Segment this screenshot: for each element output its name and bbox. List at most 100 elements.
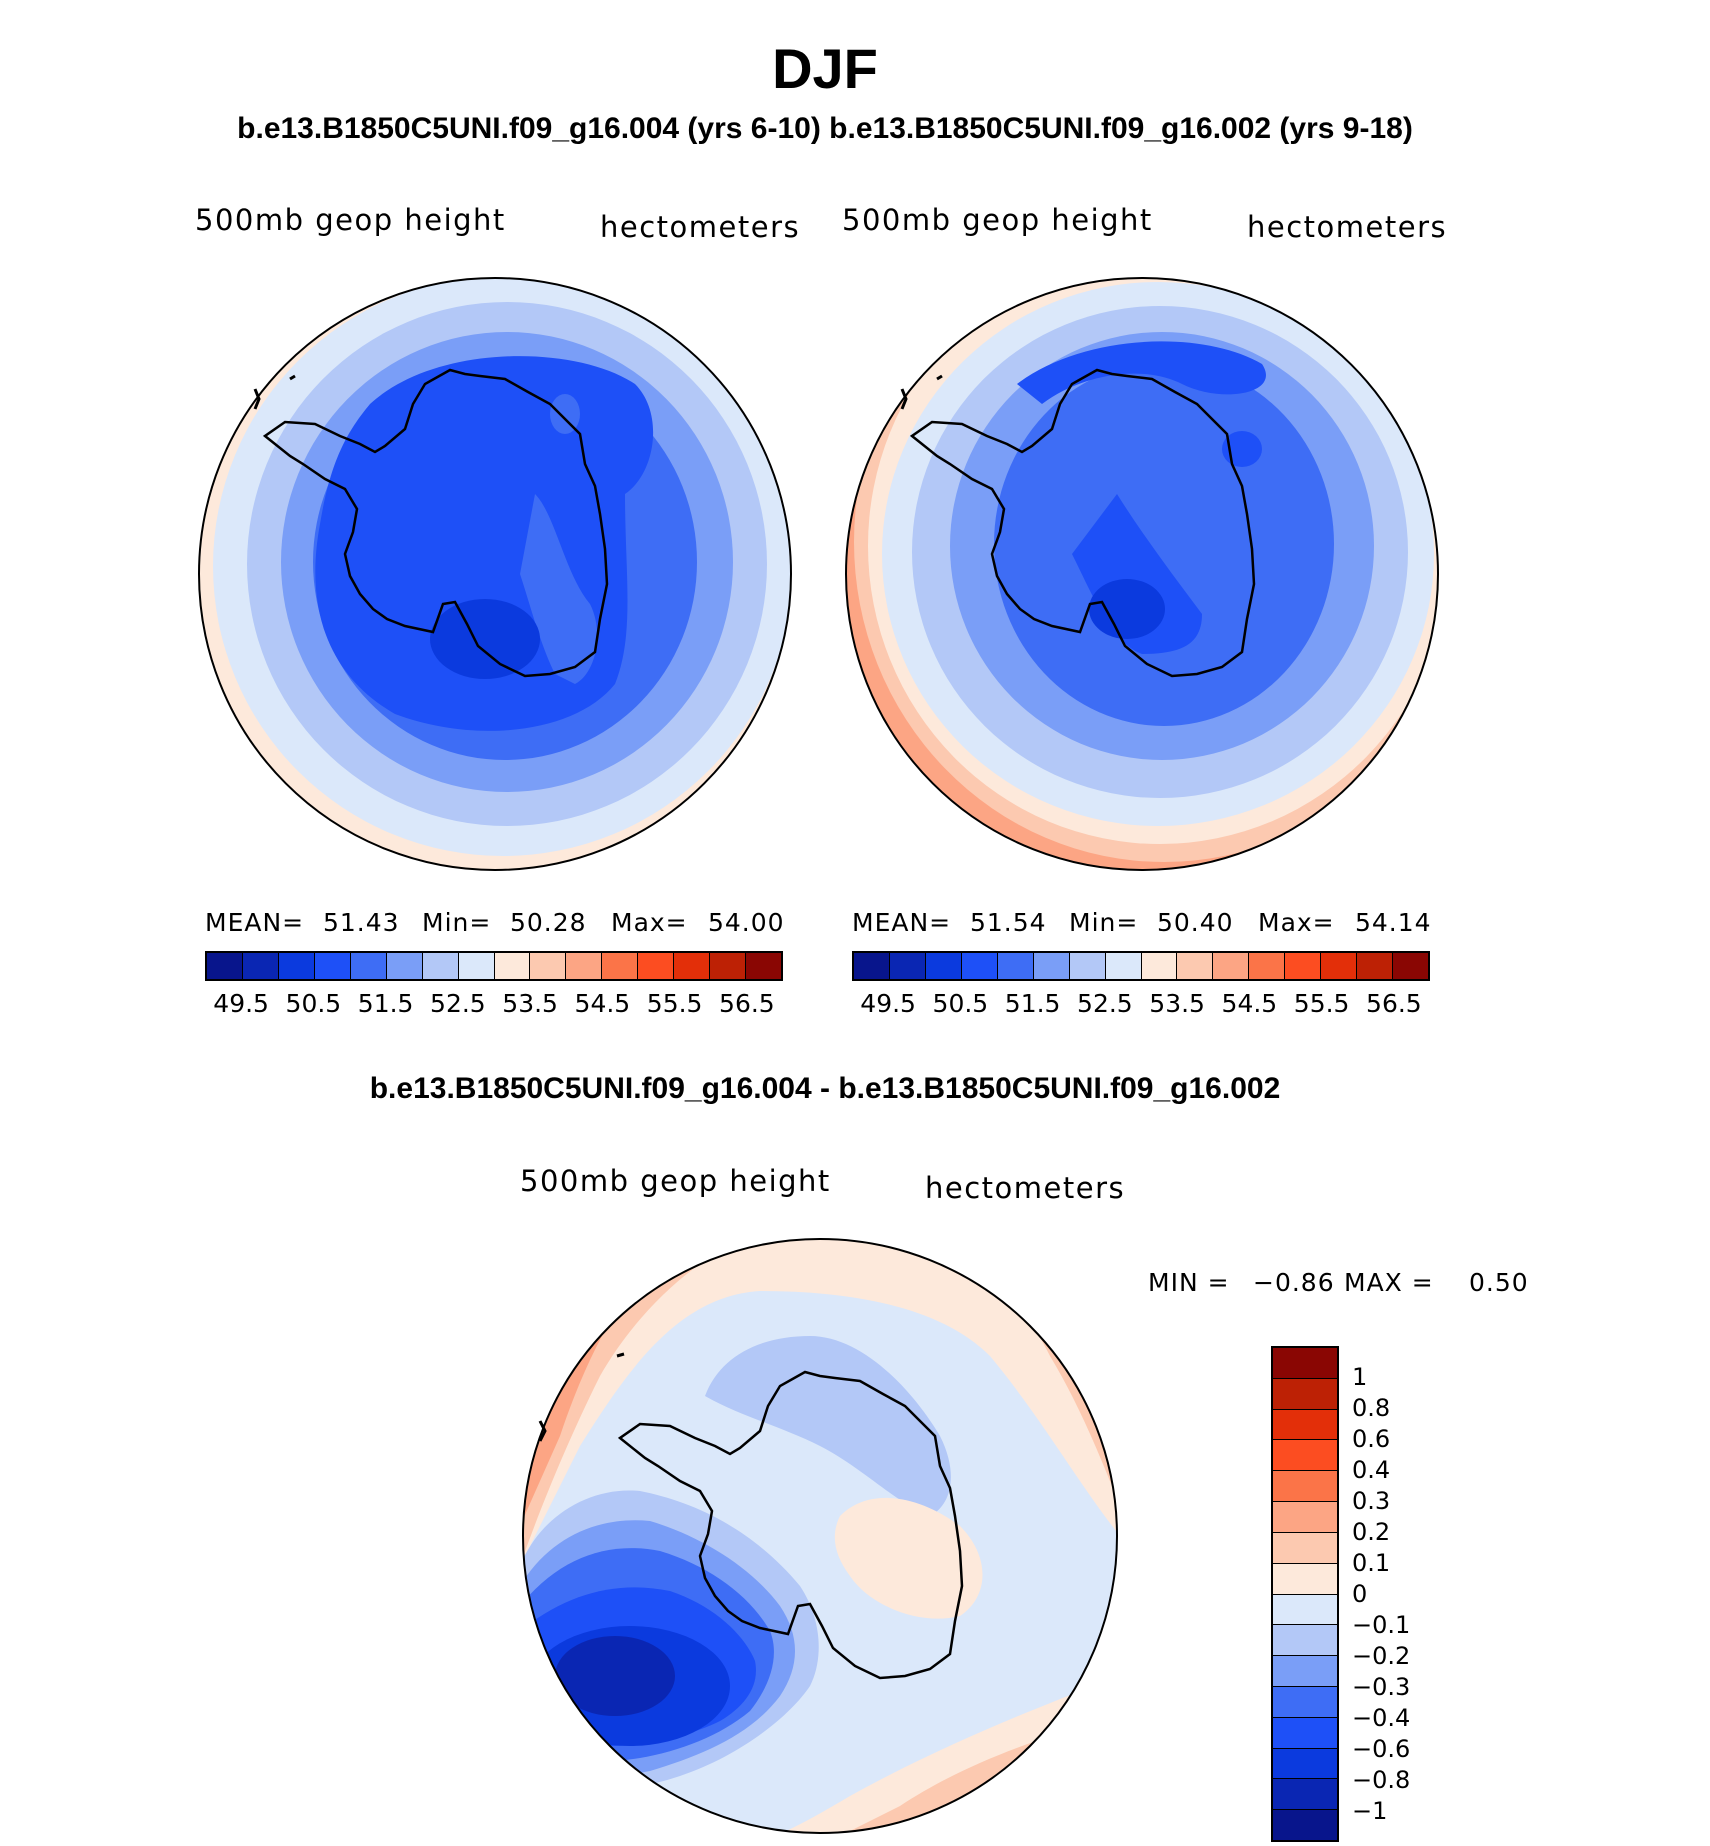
- colorbar1-swatch: [710, 953, 747, 979]
- diff-min-label: MIN =: [1148, 1268, 1230, 1297]
- colorbar1-tick-label: 51.5: [357, 989, 414, 1018]
- diff-colorbar-swatch: [1273, 1378, 1337, 1410]
- diff-colorbar-tick-label: −0.1: [1352, 1611, 1411, 1639]
- diff-colorbar-tick-label: −0.6: [1352, 1735, 1411, 1763]
- diff-colorbar-swatch: [1273, 1686, 1337, 1718]
- colorbar2-swatch: [854, 953, 890, 979]
- colorbar1-tick-label: 56.5: [719, 989, 775, 1018]
- colorbar2-swatch: [1069, 953, 1106, 979]
- panel1-units-label: hectometers: [600, 210, 801, 244]
- diff-colorbar: [1271, 1346, 1339, 1842]
- colorbar2-swatch: [1249, 953, 1286, 979]
- colorbar2-swatch: [1393, 953, 1428, 979]
- diff-colorbar-swatch: [1273, 1348, 1337, 1379]
- diff-colorbar-swatch: [1273, 1748, 1337, 1780]
- diff-colorbar-tick-label: 0.3: [1352, 1487, 1391, 1515]
- colorbar2-swatch: [1033, 953, 1070, 979]
- colorbar1-swatch: [207, 953, 243, 979]
- colorbar2-swatch: [1321, 953, 1358, 979]
- colorbar2-tick-label: 56.5: [1366, 989, 1422, 1018]
- colorbar1-swatch: [638, 953, 675, 979]
- colorbar2-tick-label: 54.5: [1221, 989, 1278, 1018]
- colorbar2-tick-label: 50.5: [932, 989, 989, 1018]
- colorbar2-swatch: [1141, 953, 1178, 979]
- colorbar2-tick-label: 55.5: [1293, 989, 1350, 1018]
- diff-units-label: hectometers: [925, 1171, 1126, 1205]
- colorbar1-swatch: [242, 953, 279, 979]
- panel2-min-value: 50.40: [1157, 908, 1234, 937]
- colorbar1-swatch: [746, 953, 781, 979]
- diff-colorbar-swatch: [1273, 1409, 1337, 1441]
- diff-polar-map: [522, 1238, 1118, 1834]
- panel2-max-label: Max=: [1258, 908, 1335, 937]
- colorbar1-tick-label: 49.5: [213, 989, 269, 1018]
- colorbar2-swatch: [925, 953, 962, 979]
- colorbar2-swatch: [997, 953, 1034, 979]
- panel1-mean-label: MEAN=: [205, 908, 305, 937]
- colorbar2-swatch: [1213, 953, 1250, 979]
- colorbar1-swatch: [674, 953, 711, 979]
- colorbar1-swatch: [422, 953, 459, 979]
- colorbar2-tick-label: 53.5: [1149, 989, 1205, 1018]
- diff-colorbar-swatch: [1273, 1717, 1337, 1749]
- diff-min-value: −0.86: [1253, 1268, 1335, 1297]
- colorbar2-swatch: [1105, 953, 1142, 979]
- colorbar1-swatch: [278, 953, 315, 979]
- panel1-variable-label: 500mb geop height: [195, 203, 506, 237]
- cases-subtitle: b.e13.B1850C5UNI.f09_g16.004 (yrs 6-10) …: [237, 112, 1413, 145]
- diff-colorbar-swatch: [1273, 1625, 1337, 1657]
- panel2-variable-label: 500mb geop height: [842, 203, 1153, 237]
- colorbar1-tick-label: 53.5: [502, 989, 558, 1018]
- panel2-min-label: Min=: [1069, 908, 1139, 937]
- diff-colorbar-swatch: [1273, 1656, 1337, 1687]
- diff-colorbar-swatch: [1273, 1471, 1337, 1503]
- panel1-mean-value: 51.43: [323, 908, 400, 937]
- colorbar2-swatch: [1177, 953, 1214, 979]
- panel1-polar-map: [198, 277, 792, 871]
- diff-colorbar-tick-label: −1: [1352, 1797, 1388, 1825]
- diff-colorbar-tick-label: 0: [1352, 1580, 1368, 1608]
- colorbar2-swatch: [1285, 953, 1322, 979]
- colorbar2-tick-label: 52.5: [1077, 989, 1133, 1018]
- colorbar1-swatch: [386, 953, 423, 979]
- diff-colorbar-tick-label: −0.4: [1352, 1704, 1411, 1732]
- antarctica-coastline-1: [262, 368, 609, 678]
- panel1-min-label: Min=: [422, 908, 492, 937]
- colorbar1-swatch: [458, 953, 495, 979]
- diff-max-label: MAX =: [1344, 1268, 1434, 1297]
- antarctica-coastline-2: [909, 368, 1256, 678]
- panel2-max-value: 54.14: [1355, 908, 1432, 937]
- panel1-max-label: Max=: [611, 908, 688, 937]
- diff-colorbar-swatch: [1273, 1594, 1337, 1626]
- diff-colorbar-tick-label: −0.3: [1352, 1673, 1411, 1701]
- panel1-min-value: 50.28: [510, 908, 587, 937]
- colorbar1-tick-label: 50.5: [285, 989, 342, 1018]
- colorbar1-tick-label: 52.5: [430, 989, 486, 1018]
- colorbar2-tick-label: 49.5: [860, 989, 916, 1018]
- colorbar1-tick-label: 54.5: [574, 989, 631, 1018]
- colorbar1-swatch: [566, 953, 603, 979]
- colorbar1-tick-label: 55.5: [646, 989, 703, 1018]
- colorbar2-tick-label: 51.5: [1004, 989, 1061, 1018]
- diff-colorbar-swatch: [1273, 1502, 1337, 1533]
- panel2-units-label: hectometers: [1247, 210, 1448, 244]
- diff-colorbar-tick-label: −0.2: [1352, 1642, 1411, 1670]
- panel2-colorbar: [852, 951, 1430, 981]
- diff-colorbar-tick-label: 0.6: [1352, 1425, 1391, 1453]
- diff-colorbar-tick-label: 0.2: [1352, 1518, 1391, 1546]
- difference-title: b.e13.B1850C5UNI.f09_g16.004 - b.e13.B18…: [369, 1072, 1281, 1105]
- panel1-max-value: 54.00: [708, 908, 785, 937]
- diff-colorbar-tick-label: 0.4: [1352, 1456, 1391, 1484]
- diff-max-value: 0.50: [1469, 1268, 1529, 1297]
- colorbar2-swatch: [889, 953, 926, 979]
- diff-colorbar-swatch: [1273, 1563, 1337, 1595]
- colorbar1-swatch: [530, 953, 567, 979]
- colorbar1-swatch: [494, 953, 531, 979]
- diff-colorbar-swatch: [1273, 1440, 1337, 1472]
- colorbar1-swatch: [602, 953, 639, 979]
- colorbar1-swatch: [350, 953, 387, 979]
- diff-colorbar-swatch: [1273, 1532, 1337, 1564]
- colorbar2-swatch: [961, 953, 998, 979]
- diff-colorbar-tick-label: 0.1: [1352, 1549, 1391, 1577]
- antarctica-coastline-3: [617, 1370, 964, 1680]
